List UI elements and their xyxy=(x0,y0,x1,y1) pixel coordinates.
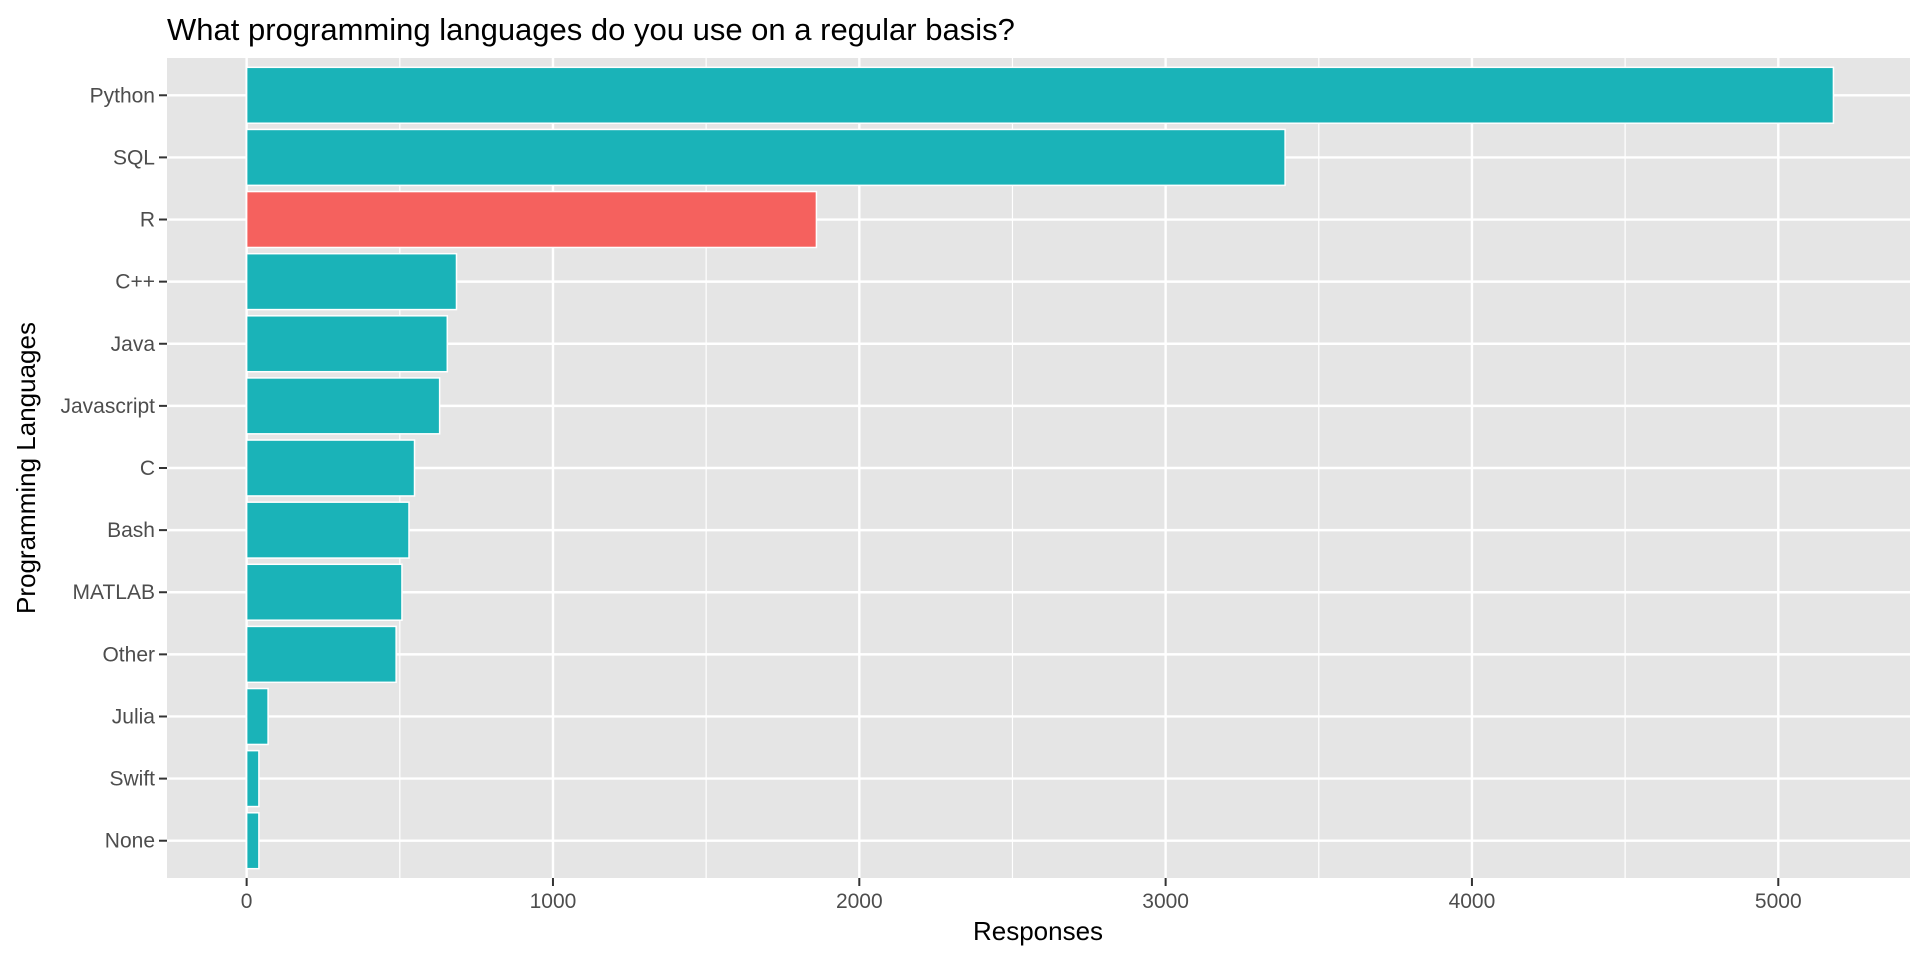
x-tick-label: 4000 xyxy=(1449,890,1496,913)
y-tick-label: Other xyxy=(102,643,155,666)
major-grid-lines xyxy=(167,58,1910,878)
x-axis-title: Responses xyxy=(973,916,1103,946)
bar-none xyxy=(245,812,260,870)
bar-python xyxy=(245,66,1835,124)
y-tick-label: MATLAB xyxy=(73,581,155,604)
bar-swift xyxy=(245,749,260,808)
y-tick-label: C xyxy=(140,457,155,480)
x-tick-label: 3000 xyxy=(1142,890,1189,913)
x-tick-label: 1000 xyxy=(530,890,577,913)
y-tick-label: Julia xyxy=(112,705,156,728)
bar-c xyxy=(245,439,416,497)
bar-bash xyxy=(245,501,410,559)
bar-matlab xyxy=(245,563,403,621)
bar-julia xyxy=(245,687,269,746)
chart-title: What programming languages do you use on… xyxy=(167,12,1015,47)
bar-sql xyxy=(245,128,1286,187)
bar-other xyxy=(245,625,397,684)
x-tick-label: 0 xyxy=(241,890,253,913)
y-tick-label: Javascript xyxy=(60,395,155,418)
y-tick-label: R xyxy=(140,209,155,232)
bar-r xyxy=(245,190,818,249)
x-axis: 0 1000 2000 3000 4000 5000 xyxy=(241,878,1802,913)
bar-javascript xyxy=(245,377,441,435)
y-axis-title: Programming Languages xyxy=(11,322,41,614)
x-tick-label: 5000 xyxy=(1755,890,1802,913)
y-tick-label: Java xyxy=(111,333,156,356)
bars-group xyxy=(245,66,1835,870)
y-tick-label: Swift xyxy=(109,768,155,791)
bar-c xyxy=(245,252,458,311)
y-tick-label: SQL xyxy=(113,146,155,169)
y-tick-label: C++ xyxy=(115,271,155,294)
y-axis: Python SQL R C++ Java Javascript C Bash MATLAB Ot… xyxy=(60,84,167,853)
y-tick-label: Python xyxy=(90,84,155,107)
bar-java xyxy=(245,315,449,373)
y-tick-label: Bash xyxy=(107,519,155,542)
x-tick-label: 2000 xyxy=(836,890,883,913)
y-tick-label: None xyxy=(105,830,155,853)
